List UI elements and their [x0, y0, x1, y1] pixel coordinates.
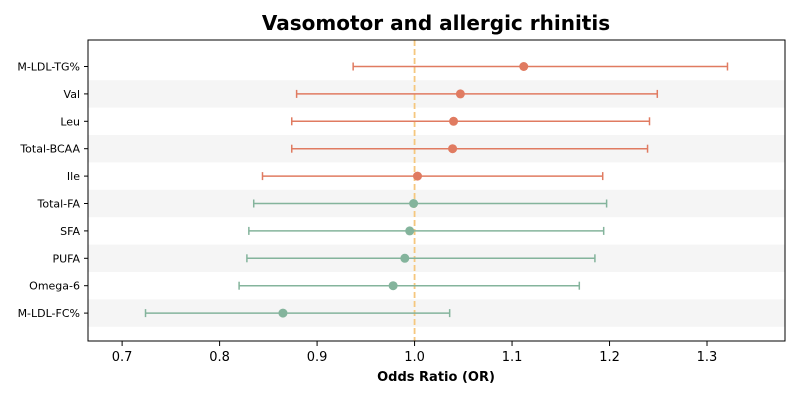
y-tick-label: SFA: [60, 225, 80, 238]
row-ile: [261, 171, 604, 181]
y-tick-label: Val: [64, 88, 80, 101]
or-point: [455, 89, 465, 99]
y-tick-label: Leu: [60, 115, 80, 128]
chart-title: Vasomotor and allergic rhinitis: [262, 11, 610, 35]
plot-frame: [87, 39, 786, 342]
x-tick-label: 1.0: [404, 350, 425, 365]
y-tick-label: Ile: [67, 170, 80, 183]
row-leu: [290, 116, 651, 126]
or-point: [278, 308, 288, 318]
row-m-ldl-tg-: [352, 62, 729, 71]
row-omega-6: [238, 281, 581, 291]
x-tick-label: 0.9: [307, 350, 328, 365]
or-point: [449, 116, 459, 126]
or-point: [412, 171, 422, 181]
y-tick-label: M-LDL-TG%: [17, 61, 80, 74]
x-tick-label: 1.2: [599, 350, 620, 365]
or-point: [409, 199, 419, 208]
y-tick-label: M-LDL-FC%: [18, 307, 80, 320]
or-point: [448, 144, 458, 154]
row-sfa: [248, 226, 605, 236]
x-tick-label: 1.3: [697, 350, 718, 365]
row-val: [295, 89, 659, 99]
row-pufa: [246, 253, 596, 263]
or-point: [400, 253, 410, 263]
x-tick-label: 0.7: [112, 350, 133, 365]
x-axis-label: Odds Ratio (OR): [377, 370, 495, 385]
row-total-bcaa: [290, 144, 649, 154]
row-m-ldl-fc-: [144, 308, 451, 318]
row-total-fa: [252, 199, 608, 208]
x-axis: 0.7 0.8 0.9 1.0 1.1 1.2 1.3: [112, 341, 718, 365]
y-tick-label: Omega-6: [29, 280, 80, 293]
y-tick-label: PUFA: [52, 252, 80, 265]
y-axis: M-LDL-TG% Val Leu Total-BCAA Ile Total-FA SFA P…: [17, 61, 88, 320]
or-point: [405, 226, 415, 236]
y-tick-label: Total-BCAA: [19, 143, 80, 156]
x-tick-label: 1.1: [502, 350, 523, 365]
data-rows: [144, 62, 729, 318]
y-tick-label: Total-FA: [36, 198, 80, 211]
or-point: [388, 281, 398, 291]
x-tick-label: 0.8: [209, 350, 230, 365]
or-point: [519, 62, 529, 71]
